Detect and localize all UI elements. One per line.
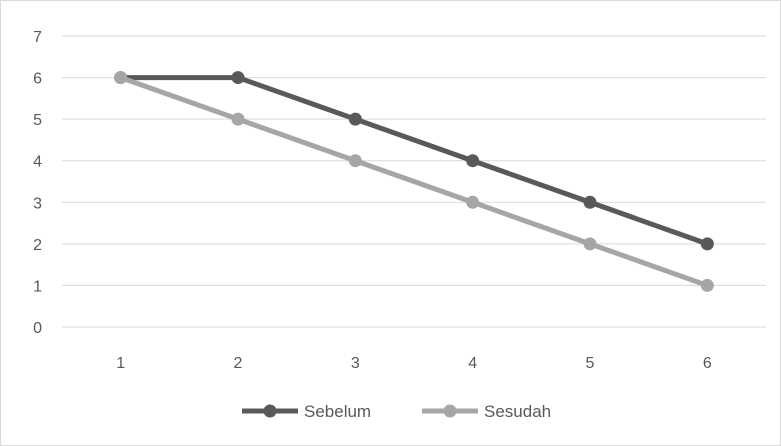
data-point [583, 237, 597, 251]
x-axis-ticks: 1 2 3 4 5 6 [116, 355, 712, 372]
data-point [114, 71, 128, 85]
y-tick-label: 6 [33, 71, 42, 88]
x-tick-label: 1 [116, 355, 125, 372]
y-tick-label: 4 [33, 154, 42, 171]
data-point [466, 154, 480, 168]
legend: Sebelum Sesudah [242, 402, 551, 421]
series-group [114, 71, 714, 292]
y-tick-label: 5 [33, 112, 42, 129]
legend-item-sebelum: Sebelum [242, 402, 371, 421]
y-axis-ticks: 0 1 2 3 4 5 6 7 [33, 29, 42, 337]
data-point [231, 71, 245, 85]
legend-swatch-marker [263, 404, 277, 418]
x-tick-label: 3 [351, 355, 360, 372]
series-sesudah [114, 71, 714, 292]
data-point [700, 237, 714, 251]
data-point [348, 154, 362, 168]
data-point [466, 195, 480, 209]
x-tick-label: 5 [586, 355, 595, 372]
y-tick-label: 0 [33, 320, 42, 337]
series-line [118, 75, 710, 247]
x-tick-label: 6 [703, 355, 712, 372]
data-point [231, 112, 245, 126]
data-point [700, 278, 714, 292]
legend-label: Sebelum [304, 402, 371, 421]
y-tick-label: 1 [33, 278, 42, 295]
legend-item-sesudah: Sesudah [422, 402, 551, 421]
series-line [118, 75, 710, 288]
legend-swatch-marker [443, 404, 457, 418]
legend-label: Sesudah [484, 402, 551, 421]
y-tick-label: 3 [33, 195, 42, 212]
gridlines [62, 35, 766, 328]
y-tick-label: 7 [33, 29, 42, 46]
x-tick-label: 2 [234, 355, 243, 372]
data-point [583, 195, 597, 209]
x-tick-label: 4 [468, 355, 477, 372]
y-tick-label: 2 [33, 237, 42, 254]
data-point [348, 112, 362, 126]
